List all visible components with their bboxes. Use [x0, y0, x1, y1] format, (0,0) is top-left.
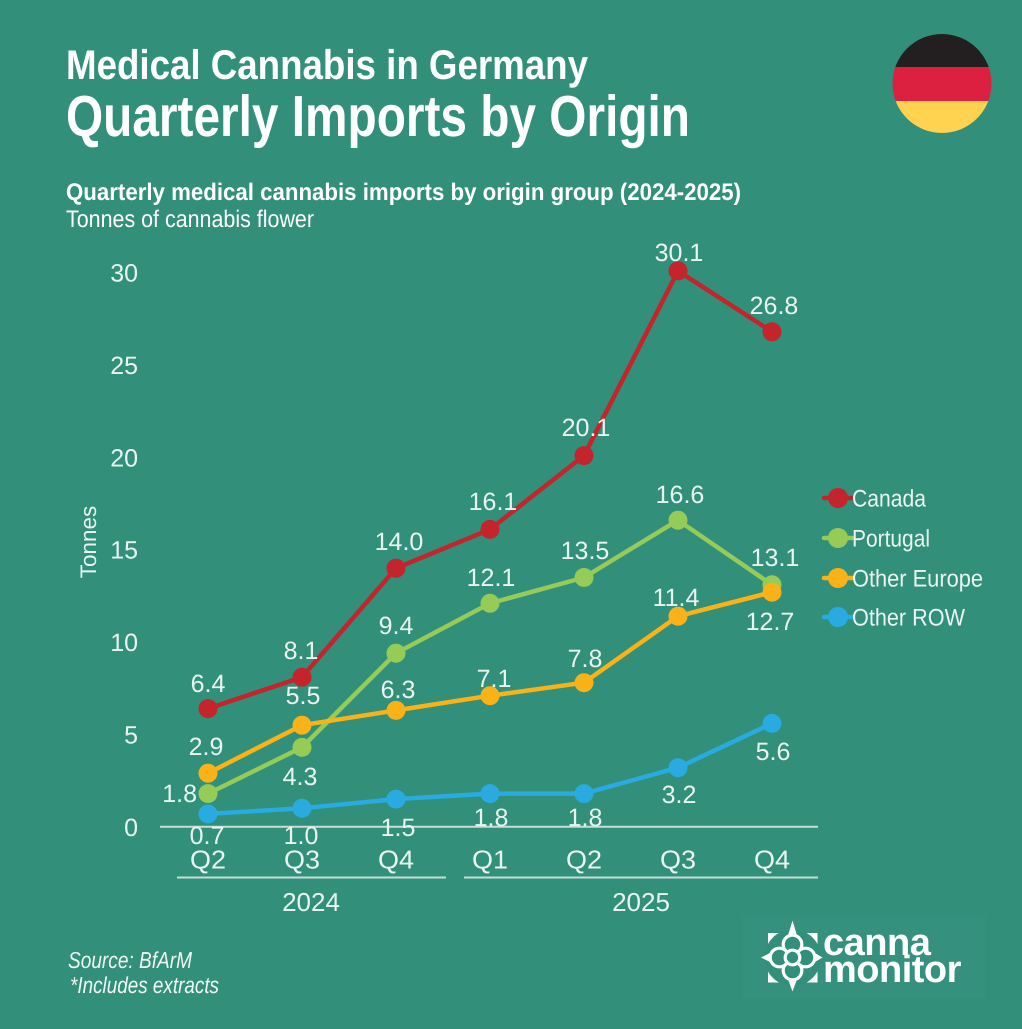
svg-text:15: 15 [110, 537, 138, 565]
svg-text:Tonnes of cannabis flower: Tonnes of cannabis flower [66, 206, 314, 233]
svg-text:Q4: Q4 [378, 845, 414, 875]
svg-text:30: 30 [110, 260, 138, 288]
svg-text:5.6: 5.6 [756, 738, 791, 766]
svg-text:5.5: 5.5 [286, 682, 321, 710]
svg-text:20: 20 [110, 444, 138, 472]
svg-text:25: 25 [110, 352, 138, 380]
svg-text:0: 0 [124, 814, 138, 842]
svg-text:Q1: Q1 [472, 845, 508, 875]
svg-text:9.4: 9.4 [379, 612, 414, 640]
svg-text:7.8: 7.8 [568, 645, 603, 673]
svg-text:Other Europe: Other Europe [852, 566, 983, 593]
svg-text:1.5: 1.5 [381, 814, 416, 842]
svg-text:Portugal: Portugal [852, 526, 930, 553]
svg-text:Q3: Q3 [284, 845, 320, 875]
svg-text:2024: 2024 [282, 887, 340, 917]
svg-text:Other ROW: Other ROW [852, 605, 965, 632]
svg-text:Q2: Q2 [566, 845, 602, 875]
svg-text:Q3: Q3 [660, 845, 696, 875]
svg-text:Source: BfArM: Source: BfArM [68, 947, 193, 973]
svg-text:5: 5 [124, 721, 138, 749]
svg-text:canna: canna [823, 922, 932, 964]
svg-text:16.1: 16.1 [469, 488, 518, 516]
svg-text:13.1: 13.1 [751, 544, 800, 572]
svg-text:8.1: 8.1 [284, 637, 319, 665]
svg-text:1.0: 1.0 [284, 822, 319, 850]
svg-text:6.4: 6.4 [191, 670, 226, 698]
svg-text:7.1: 7.1 [477, 665, 512, 693]
svg-text:3.2: 3.2 [662, 781, 697, 809]
svg-text:16.6: 16.6 [656, 481, 705, 509]
svg-text:6.3: 6.3 [381, 676, 416, 704]
svg-text:2.9: 2.9 [189, 733, 224, 761]
svg-text:14.0: 14.0 [375, 528, 424, 556]
svg-text:12.7: 12.7 [746, 608, 795, 636]
svg-text:Quarterly medical cannabis imp: Quarterly medical cannabis imports by or… [66, 179, 741, 206]
svg-text:Q4: Q4 [754, 845, 790, 875]
svg-text:12.1: 12.1 [467, 564, 516, 592]
svg-text:Canada: Canada [852, 486, 927, 513]
svg-text:monitor: monitor [823, 949, 962, 991]
svg-text:Medical Cannabis in Germany: Medical Cannabis in Germany [66, 41, 588, 88]
svg-text:30.1: 30.1 [655, 239, 704, 267]
svg-text:2025: 2025 [612, 887, 670, 917]
svg-text:0.7: 0.7 [190, 822, 225, 850]
svg-text:20.1: 20.1 [562, 414, 611, 442]
svg-text:1.8: 1.8 [568, 804, 603, 832]
svg-text:10: 10 [110, 629, 138, 657]
svg-text:Q2: Q2 [190, 845, 226, 875]
svg-text:1.8: 1.8 [162, 780, 197, 808]
svg-text:Quarterly Imports by Origin: Quarterly Imports by Origin [66, 84, 690, 149]
svg-text:26.8: 26.8 [750, 292, 799, 320]
svg-text:Tonnes: Tonnes [76, 506, 101, 579]
svg-text:1.8: 1.8 [474, 804, 509, 832]
svg-text:11.4: 11.4 [653, 584, 700, 612]
svg-text:*Includes extracts: *Includes extracts [70, 972, 219, 998]
svg-text:4.3: 4.3 [283, 763, 318, 791]
svg-text:13.5: 13.5 [561, 537, 610, 565]
